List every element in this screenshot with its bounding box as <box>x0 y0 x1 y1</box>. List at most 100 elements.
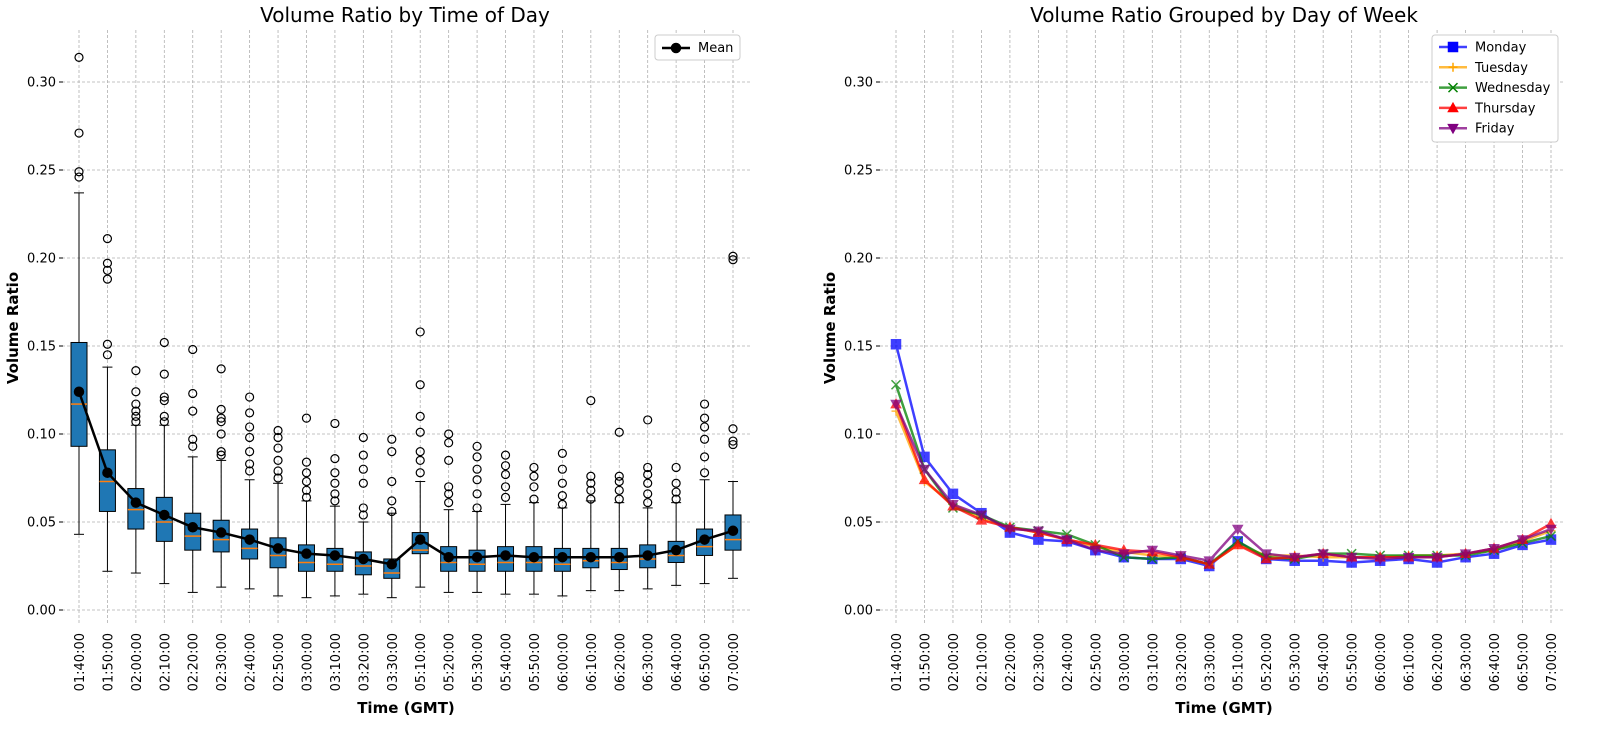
data-point <box>1203 556 1216 567</box>
outlier-point <box>301 476 312 487</box>
outlier-point <box>586 395 596 406</box>
outlier-point <box>415 380 425 390</box>
outlier-point <box>415 455 425 465</box>
x-tick-label: 02:00:00 <box>130 633 145 691</box>
outlier-point <box>301 492 312 502</box>
outlier-point <box>131 411 141 421</box>
x-tick-label: 06:50:00 <box>1517 633 1532 691</box>
outlier-point <box>216 417 226 427</box>
x-tick-label: 02:30:00 <box>215 633 230 691</box>
outlier-point <box>102 339 113 349</box>
outlier-point <box>74 52 84 62</box>
boxplot <box>241 392 259 590</box>
boxplot <box>98 234 116 572</box>
outlier-point <box>586 485 596 495</box>
x-tick-label: 06:50:00 <box>699 633 714 691</box>
boxplot <box>440 429 458 593</box>
x-tick-label: 06:20:00 <box>1431 633 1446 691</box>
outlier-point <box>614 494 624 504</box>
legend-box <box>654 34 741 61</box>
outlier-point <box>102 265 113 275</box>
outlier-point <box>472 452 482 462</box>
x-tick-label: 06:40:00 <box>1488 633 1503 691</box>
legend-label: Mean <box>698 41 733 56</box>
outlier-point <box>330 418 340 429</box>
outlier-point <box>557 491 567 501</box>
outlier-point <box>273 466 283 476</box>
outlier-point <box>131 399 141 409</box>
outlier-point <box>614 476 624 487</box>
outlier-point <box>643 469 653 480</box>
outlier-point <box>330 489 340 499</box>
outlier-point <box>643 478 653 488</box>
outlier-point <box>74 172 84 182</box>
outlier-point <box>500 492 511 502</box>
y-axis-label: Volume Ratio <box>4 272 22 384</box>
series-line <box>894 384 1552 566</box>
outlier-point <box>188 441 198 451</box>
outlier-point <box>500 469 511 480</box>
outlier-point <box>330 468 340 478</box>
outlier-point <box>472 489 482 499</box>
legend-marker <box>1447 123 1459 135</box>
x-tick-label: 05:20:00 <box>1260 633 1275 691</box>
outlier-point <box>188 434 198 444</box>
x-tick-label: 02:10:00 <box>975 633 990 691</box>
boxplot <box>525 462 543 595</box>
data-point <box>1431 552 1443 564</box>
outlier-point <box>415 447 425 457</box>
y-tick-label: 0.25 <box>27 164 56 179</box>
mean-point <box>215 527 227 538</box>
outlier-point <box>643 462 653 473</box>
data-point <box>1516 535 1529 546</box>
mean-point <box>557 551 568 563</box>
x-tick-label: 03:00:00 <box>300 633 315 691</box>
x-tick-label: 01:40:00 <box>890 633 905 691</box>
outlier-point <box>415 411 425 421</box>
x-tick-label: 05:30:00 <box>1289 633 1304 691</box>
x-tick-label: 01:40:00 <box>73 633 88 691</box>
mean-point <box>301 548 312 559</box>
outlier-point <box>699 434 710 444</box>
mean-point <box>414 534 426 545</box>
outlier-point <box>216 450 226 460</box>
legend-label: Thursday <box>1474 101 1536 116</box>
outlier-point <box>699 422 710 432</box>
data-point <box>947 488 959 500</box>
x-tick-label: 02:40:00 <box>1061 633 1076 691</box>
x-tick-label: 07:00:00 <box>727 633 742 691</box>
mean-point <box>187 522 198 533</box>
outlier-point <box>245 459 255 469</box>
x-tick-label: 02:30:00 <box>1032 633 1047 691</box>
outlier-point <box>131 387 141 397</box>
outlier-point <box>245 466 255 476</box>
outlier-point <box>699 452 710 462</box>
outlier-point <box>500 450 511 460</box>
outlier-point <box>586 494 596 504</box>
outlier-point <box>557 478 567 488</box>
outlier-point <box>472 441 482 451</box>
data-point <box>1545 524 1557 536</box>
x-tick-label: 01:50:00 <box>101 633 116 691</box>
series-thursday <box>890 398 1557 569</box>
data-point <box>1118 549 1130 560</box>
outlier-point <box>245 447 255 457</box>
outlier-point <box>216 364 226 374</box>
outlier-point <box>529 471 539 481</box>
series-line <box>894 343 1552 568</box>
outlier-point <box>728 424 738 434</box>
mean-point <box>73 386 85 398</box>
legend-label: Tuesday <box>1474 61 1528 76</box>
x-tick-label: 06:00:00 <box>556 633 571 691</box>
boxplot <box>269 425 287 597</box>
y-tick-label: 0.30 <box>27 76 56 91</box>
mean-point <box>329 550 341 561</box>
outlier-point <box>728 251 738 261</box>
legend-marker <box>1448 62 1458 72</box>
outlier-point <box>273 473 283 483</box>
x-tick-label: 06:20:00 <box>613 633 628 691</box>
x-tick-label: 02:50:00 <box>1089 633 1104 691</box>
outlier-point <box>586 478 596 488</box>
outlier-point <box>330 454 340 464</box>
